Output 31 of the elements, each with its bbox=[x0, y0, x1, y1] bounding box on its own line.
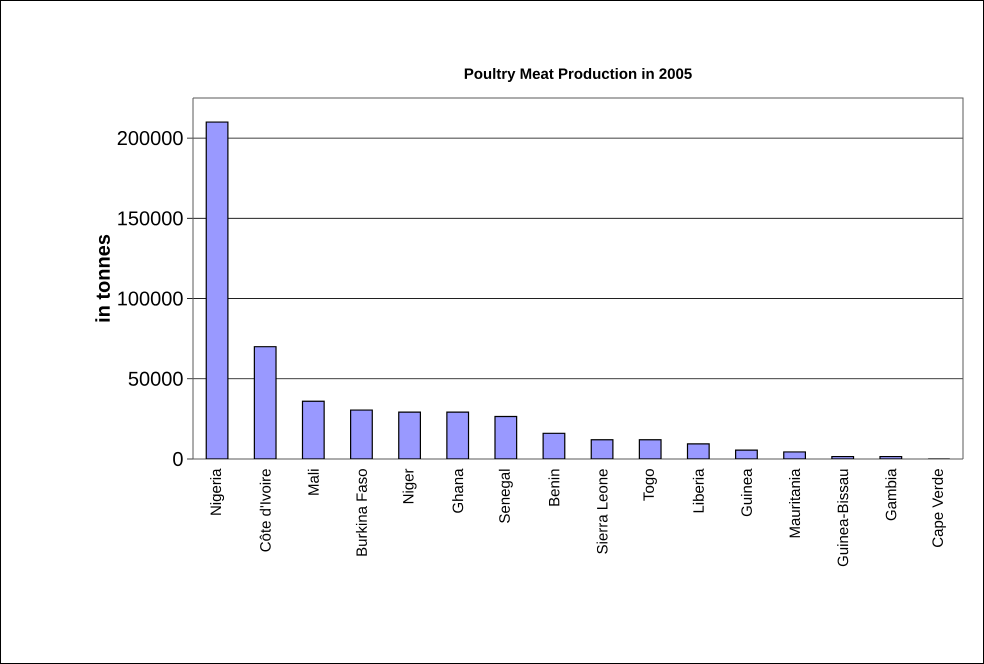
x-tick-label: Cape Verde bbox=[932, 469, 946, 547]
x-tick-label: Togo bbox=[643, 469, 657, 501]
x-tick-label: Sierra Leone bbox=[596, 469, 608, 554]
bar bbox=[350, 409, 373, 459]
x-tick-label: Côte d'Ivoire bbox=[260, 469, 271, 552]
y-tick-label: 50000 bbox=[128, 372, 183, 386]
y-axis-title: in tonnes bbox=[95, 234, 110, 322]
bar bbox=[302, 400, 325, 459]
chart-title: Poultry Meat Production in 2005 bbox=[464, 68, 692, 82]
x-tick-label: Senegal bbox=[498, 470, 513, 523]
bar bbox=[206, 121, 228, 459]
x-tick-label: Guinea bbox=[740, 468, 752, 516]
x-tick-label: Nigeria bbox=[210, 468, 224, 515]
y-tick-label: 0 bbox=[173, 452, 183, 466]
bar bbox=[398, 412, 421, 459]
y-tick-label: 100000 bbox=[118, 291, 183, 306]
x-tick-label: Ghana bbox=[452, 468, 464, 513]
bar bbox=[254, 346, 277, 459]
x-tick-label: Niger bbox=[402, 468, 417, 504]
x-tick-label: Benin bbox=[548, 469, 560, 506]
x-tick-label: Mali bbox=[308, 470, 319, 495]
y-tick-label: 200000 bbox=[118, 131, 183, 146]
x-tick-label: Mauritania bbox=[789, 468, 800, 538]
bar bbox=[494, 416, 518, 459]
bar bbox=[542, 432, 566, 459]
x-tick-label: Liberia bbox=[692, 468, 704, 512]
bar bbox=[446, 412, 470, 459]
x-tick-label: Gambia bbox=[885, 468, 896, 520]
x-tick-label: Guinea-Bissau bbox=[837, 470, 848, 566]
y-tick-label: 150000 bbox=[118, 211, 183, 226]
x-tick-label: Burkina Faso bbox=[356, 469, 367, 556]
